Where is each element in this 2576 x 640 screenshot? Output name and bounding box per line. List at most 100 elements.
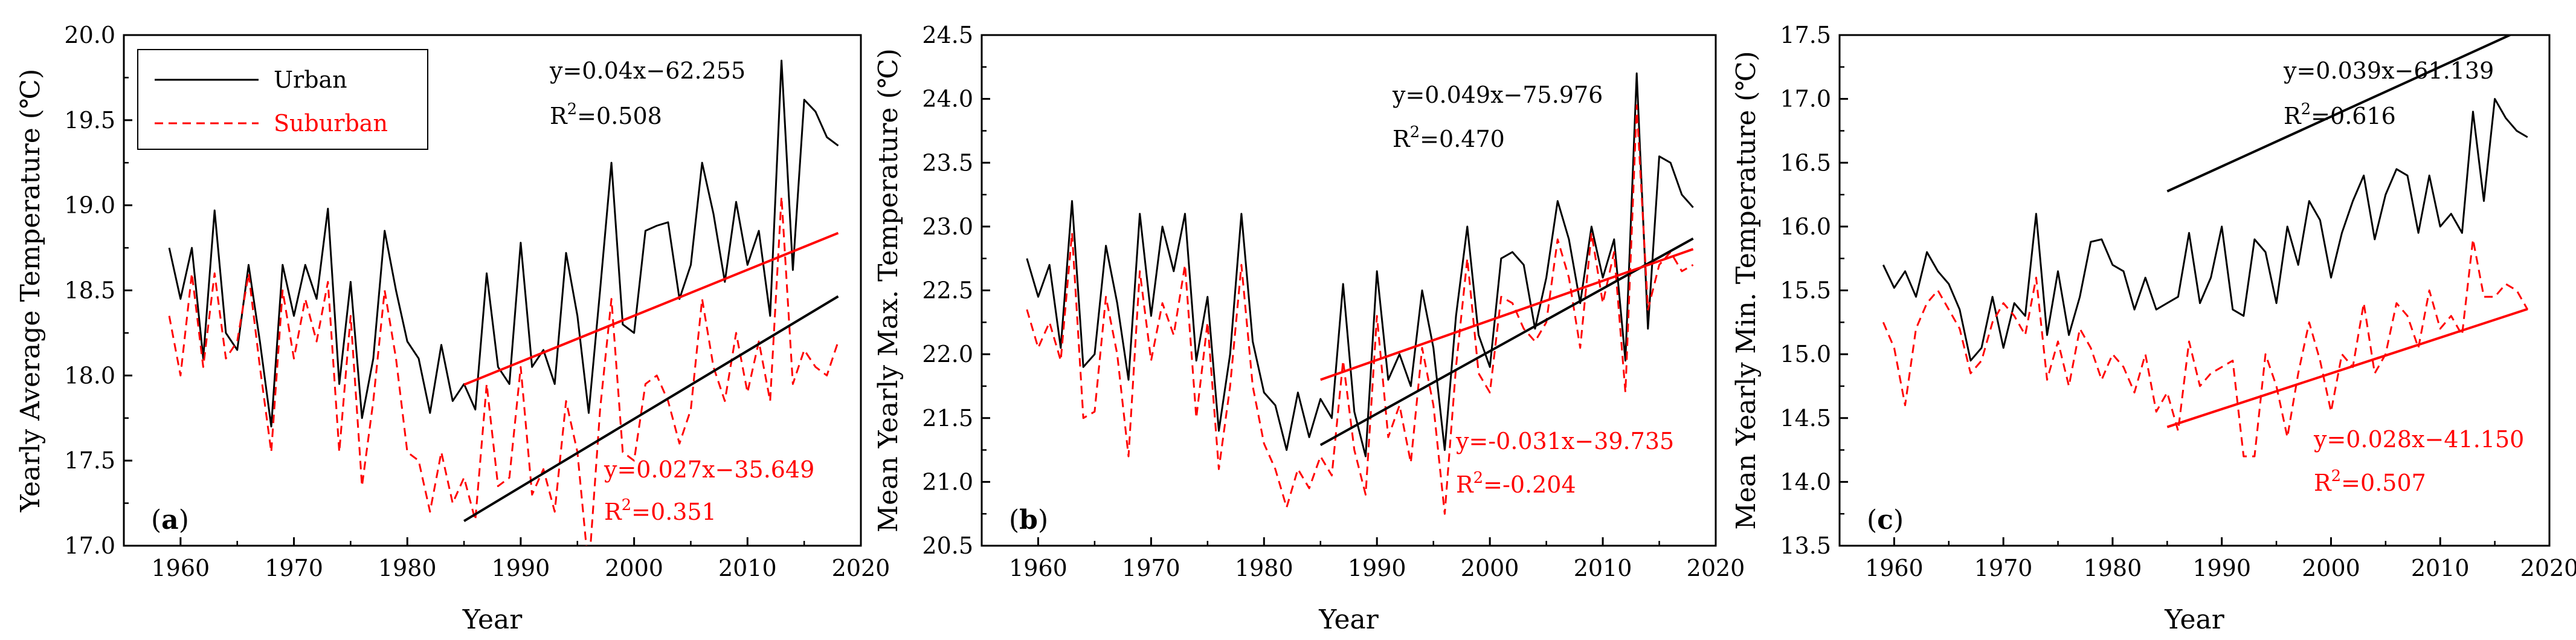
x-axis-label: Year — [1318, 604, 1379, 635]
y-tick-label: 22.0 — [922, 341, 973, 367]
r-squared-value: =-0.204 — [1483, 471, 1576, 498]
y-tick-label: 23.0 — [922, 213, 973, 240]
regression-equation: y=0.027x−35.649 — [604, 456, 814, 483]
r-squared-value: =0.470 — [1420, 126, 1505, 152]
x-tick-label: 1970 — [1122, 555, 1180, 581]
trendline-suburban — [1320, 248, 1694, 381]
r-squared-symbol: R — [1393, 126, 1411, 152]
x-tick-label: 1970 — [265, 555, 323, 581]
r-squared-symbol: R — [604, 499, 622, 525]
panel-label-letter: b — [1019, 505, 1038, 535]
x-tick-label: 2020 — [2520, 555, 2576, 581]
y-tick-label: 19.0 — [64, 192, 115, 219]
r-squared-symbol: R — [2284, 103, 2302, 129]
y-axis-label: Mean Yearly Min. Temperature (℃) — [1731, 51, 1762, 529]
y-tick-label: 14.5 — [1780, 405, 1831, 432]
r-squared-superscript: 2 — [567, 100, 578, 118]
y-tick-label: 15.0 — [1780, 341, 1831, 367]
r-squared-symbol: R — [2314, 470, 2332, 496]
y-tick-label: 16.0 — [1780, 213, 1831, 240]
x-tick-label: 1990 — [492, 555, 550, 581]
y-tick-label: 17.5 — [1780, 22, 1831, 48]
panel-label: (b) — [1009, 505, 1048, 535]
x-tick-label: 2020 — [1687, 555, 1745, 581]
y-tick-label: 21.5 — [922, 405, 973, 432]
y-tick-label: 24.5 — [922, 22, 973, 48]
r-squared-value: =0.616 — [2311, 103, 2396, 129]
r-squared-superscript: 2 — [2331, 467, 2342, 485]
x-tick-label: 1980 — [2084, 555, 2142, 581]
y-tick-label: 17.0 — [1780, 86, 1831, 112]
r-squared-label: R2=0.616 — [2284, 100, 2396, 129]
y-tick-label: 17.0 — [64, 532, 115, 559]
y-tick-label: 19.5 — [64, 107, 115, 134]
panel-label: (c) — [1867, 505, 1904, 535]
chart-panel-c: 1960 1970 1980 1990 2000 2010 2020 13.5 14.0 14.5… — [1731, 22, 2576, 635]
plot-area — [1882, 35, 2529, 457]
r-squared-superscript: 2 — [622, 496, 632, 514]
x-tick-label: 2010 — [1574, 555, 1632, 581]
r-squared-symbol: R — [550, 103, 568, 129]
r-squared-label: R2=0.508 — [550, 100, 662, 129]
regression-equation: y=0.028x−41.150 — [2313, 426, 2524, 453]
series-line-urban — [1882, 98, 2528, 362]
series-line-suburban — [1026, 104, 1694, 515]
plot-area — [168, 59, 839, 546]
y-tick-label: 23.5 — [922, 149, 973, 176]
y-tick-label: 21.0 — [922, 468, 973, 495]
y-tick-label: 20.0 — [64, 22, 115, 48]
regression-equation: y=0.039x−61.139 — [2283, 57, 2494, 84]
r-squared-superscript: 2 — [1410, 123, 1420, 141]
x-tick-label: 1960 — [1865, 555, 1924, 581]
y-tick-label: 18.5 — [64, 277, 115, 304]
legend-label-urban: Urban — [274, 66, 347, 93]
panel-label-open: ( — [1867, 505, 1877, 535]
panel-label-letter: a — [161, 505, 179, 535]
r-squared-label: R2=0.507 — [2314, 467, 2426, 496]
panel-label: (a) — [151, 505, 189, 535]
x-axis-label: Year — [462, 604, 523, 635]
panel-label-close: ) — [1893, 505, 1904, 535]
r-squared-superscript: 2 — [1473, 469, 1484, 487]
x-tick-label: 2010 — [718, 555, 777, 581]
x-tick-label: 2020 — [832, 555, 890, 581]
r-squared-label: R2=0.470 — [1393, 123, 1505, 152]
chart-panel-a: 1960 1970 1980 1990 2000 2010 2020 17.0 17.5 18.0… — [15, 22, 890, 635]
y-axis-label: Yearly Average Temperature (℃) — [15, 69, 46, 513]
x-tick-label: 2000 — [1461, 555, 1519, 581]
x-tick-label: 2000 — [2302, 555, 2360, 581]
y-tick-label: 18.0 — [64, 362, 115, 389]
x-tick-label: 1960 — [151, 555, 210, 581]
legend-label-suburban: Suburban — [274, 110, 388, 137]
trendline-urban — [463, 295, 839, 522]
r-squared-label: R2=-0.204 — [1456, 469, 1576, 498]
plot-frame — [980, 34, 1717, 547]
panel-label-letter: c — [1877, 505, 1893, 535]
y-tick-label: 20.5 — [922, 532, 973, 559]
panel-label-close: ) — [179, 505, 189, 535]
legend: Urban Suburban — [137, 49, 428, 150]
regression-equation: y=-0.031x−39.735 — [1455, 428, 1674, 454]
trendline-suburban — [2166, 308, 2528, 428]
plot-area — [1026, 72, 1694, 515]
chart-panel-b: 1960 1970 1980 1990 2000 2010 2020 20.5 21.0 21.5… — [873, 22, 1745, 635]
r-squared-symbol: R — [1456, 471, 1474, 498]
series-line-suburban — [1882, 238, 2529, 457]
trendline-urban — [1319, 237, 1694, 447]
r-squared-label: R2=0.351 — [604, 496, 716, 525]
x-tick-label: 1980 — [1235, 555, 1293, 581]
series-line-urban — [1026, 72, 1694, 457]
trendline-suburban — [463, 231, 839, 386]
r-squared-value: =0.507 — [2341, 470, 2426, 496]
regression-equation: y=0.049x−75.976 — [1392, 82, 1603, 108]
x-tick-label: 1980 — [378, 555, 437, 581]
x-axis-label: Year — [2164, 604, 2224, 635]
x-tick-label: 1960 — [1009, 555, 1067, 581]
y-tick-label: 22.5 — [922, 277, 973, 304]
panel-label-open: ( — [1009, 505, 1019, 535]
y-tick-label: 16.5 — [1780, 149, 1831, 176]
y-axis-label: Mean Yearly Max. Temperature (℃) — [873, 48, 904, 532]
plot-frame — [1838, 34, 2551, 547]
y-tick-label: 17.5 — [64, 447, 115, 474]
